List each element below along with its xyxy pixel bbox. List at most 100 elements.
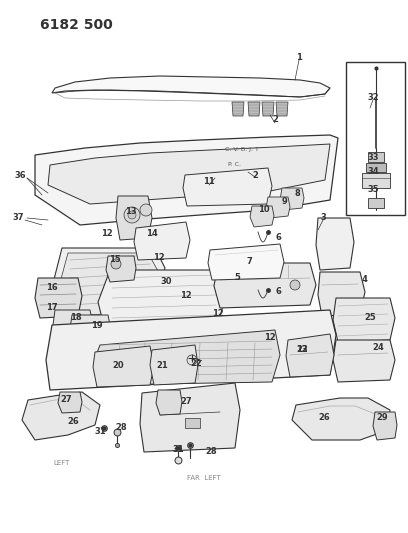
Polygon shape bbox=[35, 278, 82, 318]
Polygon shape bbox=[362, 173, 390, 188]
Text: 34: 34 bbox=[367, 167, 379, 176]
Polygon shape bbox=[35, 135, 338, 225]
Polygon shape bbox=[116, 196, 152, 240]
Text: 16: 16 bbox=[46, 282, 58, 292]
Text: 12: 12 bbox=[101, 230, 113, 238]
Text: 12: 12 bbox=[264, 333, 276, 342]
Circle shape bbox=[111, 259, 121, 269]
Text: 12: 12 bbox=[153, 253, 165, 262]
Text: 7: 7 bbox=[246, 256, 252, 265]
Polygon shape bbox=[214, 263, 316, 308]
Polygon shape bbox=[333, 298, 395, 342]
Polygon shape bbox=[52, 76, 330, 97]
Polygon shape bbox=[318, 272, 365, 316]
Polygon shape bbox=[70, 315, 111, 343]
Polygon shape bbox=[276, 102, 288, 116]
Polygon shape bbox=[134, 222, 190, 260]
Polygon shape bbox=[22, 392, 100, 440]
Polygon shape bbox=[232, 102, 244, 116]
Polygon shape bbox=[156, 390, 182, 415]
Polygon shape bbox=[48, 144, 330, 204]
Text: 6182 500: 6182 500 bbox=[40, 18, 113, 32]
Text: 37: 37 bbox=[12, 214, 24, 222]
Text: 9: 9 bbox=[281, 197, 287, 206]
Text: 30: 30 bbox=[160, 278, 172, 287]
Text: 12: 12 bbox=[212, 309, 224, 318]
Polygon shape bbox=[366, 163, 386, 172]
Text: 2: 2 bbox=[272, 116, 278, 125]
Text: FAR  LEFT: FAR LEFT bbox=[187, 475, 221, 481]
Bar bbox=[346, 62, 405, 215]
Polygon shape bbox=[286, 334, 334, 377]
Polygon shape bbox=[185, 418, 200, 428]
Polygon shape bbox=[58, 392, 82, 413]
Text: 1: 1 bbox=[296, 52, 302, 61]
Polygon shape bbox=[58, 253, 158, 316]
Text: 25: 25 bbox=[364, 312, 376, 321]
Text: P. C.: P. C. bbox=[228, 161, 241, 166]
Text: C. V. B. J. T: C. V. B. J. T bbox=[225, 148, 259, 152]
Text: 12: 12 bbox=[296, 344, 308, 353]
Polygon shape bbox=[248, 102, 260, 116]
Text: 23: 23 bbox=[296, 344, 308, 353]
Text: 36: 36 bbox=[14, 171, 26, 180]
Polygon shape bbox=[368, 198, 384, 208]
Polygon shape bbox=[46, 310, 336, 390]
Text: 18: 18 bbox=[70, 313, 82, 322]
Text: LEFT: LEFT bbox=[54, 460, 70, 466]
Text: 26: 26 bbox=[67, 416, 79, 425]
Polygon shape bbox=[292, 398, 390, 440]
Polygon shape bbox=[93, 346, 154, 387]
Text: 17: 17 bbox=[46, 303, 58, 312]
Polygon shape bbox=[262, 102, 274, 116]
Text: 12: 12 bbox=[180, 290, 192, 300]
Text: 10: 10 bbox=[258, 205, 270, 214]
Polygon shape bbox=[333, 340, 395, 382]
Text: 31: 31 bbox=[172, 445, 184, 454]
Polygon shape bbox=[250, 206, 274, 227]
Text: 3: 3 bbox=[320, 213, 326, 222]
Text: 29: 29 bbox=[376, 414, 388, 423]
Polygon shape bbox=[53, 310, 93, 339]
Text: 32: 32 bbox=[367, 93, 379, 101]
Polygon shape bbox=[208, 244, 284, 280]
Polygon shape bbox=[266, 197, 290, 218]
Polygon shape bbox=[50, 248, 165, 322]
Polygon shape bbox=[98, 270, 226, 330]
Text: 20: 20 bbox=[112, 361, 124, 370]
Text: 27: 27 bbox=[180, 398, 192, 407]
Text: 6: 6 bbox=[275, 287, 281, 296]
Text: 13: 13 bbox=[125, 207, 137, 216]
Polygon shape bbox=[280, 188, 304, 210]
Text: 26: 26 bbox=[318, 414, 330, 423]
Polygon shape bbox=[373, 412, 397, 440]
Text: 8: 8 bbox=[294, 189, 300, 198]
Polygon shape bbox=[106, 256, 136, 282]
Text: 14: 14 bbox=[146, 230, 158, 238]
Text: 27: 27 bbox=[60, 395, 72, 405]
Polygon shape bbox=[368, 152, 384, 162]
Text: 31: 31 bbox=[94, 427, 106, 437]
Text: 24: 24 bbox=[372, 343, 384, 352]
Text: 35: 35 bbox=[367, 185, 379, 195]
Circle shape bbox=[124, 207, 140, 223]
Circle shape bbox=[128, 211, 136, 219]
Polygon shape bbox=[183, 168, 272, 206]
Text: 15: 15 bbox=[109, 255, 121, 264]
Text: 4: 4 bbox=[362, 276, 368, 285]
Text: 5: 5 bbox=[234, 273, 240, 282]
Text: 22: 22 bbox=[190, 359, 202, 367]
Polygon shape bbox=[150, 345, 198, 385]
Text: 28: 28 bbox=[205, 448, 217, 456]
Text: 28: 28 bbox=[115, 423, 127, 432]
Circle shape bbox=[140, 204, 152, 216]
Polygon shape bbox=[140, 383, 240, 452]
Text: 6: 6 bbox=[275, 233, 281, 243]
Polygon shape bbox=[316, 218, 354, 270]
Text: 2: 2 bbox=[252, 171, 258, 180]
Text: 21: 21 bbox=[156, 361, 168, 370]
Text: 19: 19 bbox=[91, 321, 103, 330]
Circle shape bbox=[290, 280, 300, 290]
Polygon shape bbox=[95, 330, 280, 385]
Text: 33: 33 bbox=[367, 154, 379, 163]
